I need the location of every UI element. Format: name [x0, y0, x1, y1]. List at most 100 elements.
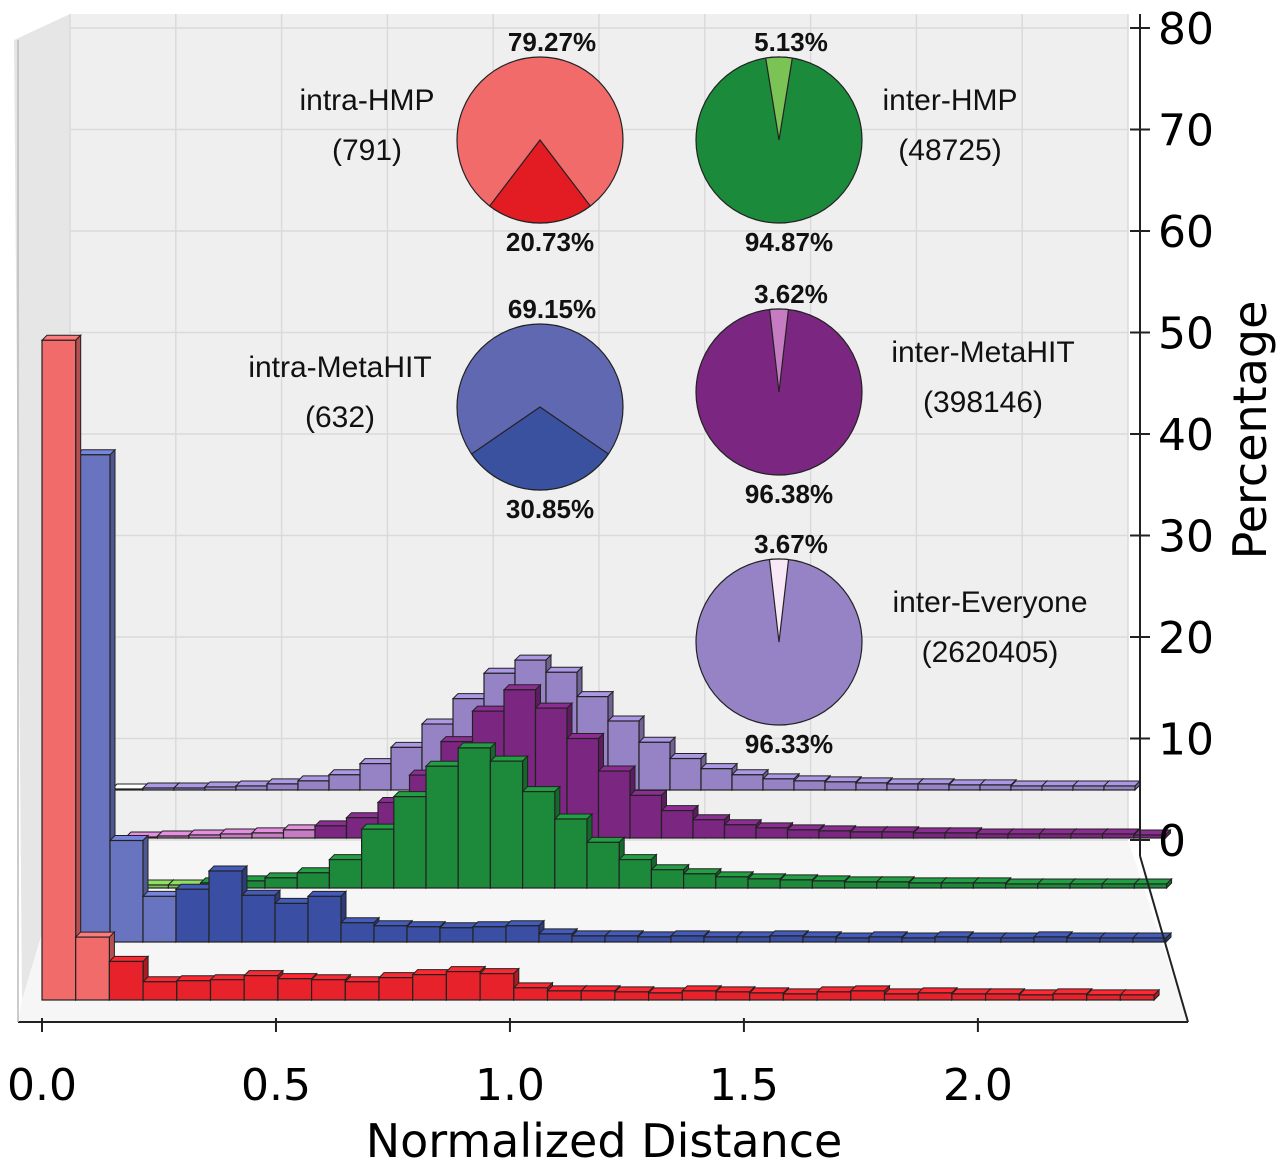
bar: [647, 992, 683, 1001]
bar-top: [603, 930, 645, 937]
bar: [111, 788, 144, 791]
bar: [1101, 883, 1135, 889]
bar: [881, 831, 915, 839]
y-tick-label: 70: [1158, 106, 1214, 157]
bar: [876, 881, 910, 889]
bar: [755, 827, 789, 839]
bar: [1000, 937, 1035, 943]
bar-top: [570, 930, 612, 937]
bar-top: [746, 873, 787, 880]
bar: [835, 937, 870, 943]
chart-bars: [40, 334, 1173, 1002]
bar: [142, 787, 175, 791]
bar: [816, 991, 852, 1001]
pie-name-label: intra-HMP: [299, 84, 434, 117]
bar-top: [108, 955, 150, 962]
bar-top: [637, 736, 677, 743]
bar: [176, 980, 212, 1001]
bar: [208, 870, 243, 943]
y-tick-label: 0: [1158, 816, 1186, 867]
bar-top: [613, 986, 655, 993]
bar: [984, 993, 1020, 1001]
bar-top: [207, 865, 249, 872]
bar-top: [1102, 780, 1142, 787]
bar-top: [502, 684, 542, 691]
bar-top: [411, 969, 453, 976]
bar-top: [1009, 780, 1049, 787]
bar-top: [761, 773, 801, 780]
bar: [1010, 785, 1043, 791]
bar: [597, 770, 631, 839]
bar-top: [699, 763, 739, 770]
bar-top: [405, 921, 447, 928]
y-tick-label: 40: [1158, 410, 1214, 461]
bar: [731, 774, 764, 791]
bar-top: [108, 835, 150, 841]
bar: [908, 882, 942, 889]
pie-count-label: (48725): [898, 134, 1001, 167]
pie-inter-Everyone: 3.67% 96.33% inter-Everyone (2620405): [695, 529, 1088, 759]
bar: [855, 782, 888, 791]
bar: [282, 829, 316, 839]
bar: [266, 783, 299, 791]
bar: [723, 824, 757, 839]
pie-slice: [470, 406, 610, 491]
bar-top: [273, 897, 315, 904]
bar-top: [1051, 988, 1093, 995]
bar: [580, 990, 616, 1001]
pie-intra-HMP: 79.27% 20.73% intra-HMP (791): [299, 27, 624, 257]
bar-top: [242, 970, 285, 977]
bar-top: [691, 814, 731, 821]
bar: [747, 878, 781, 889]
bar: [979, 784, 1012, 791]
bar: [204, 786, 237, 791]
pie-slice: [764, 56, 794, 141]
bar-top: [849, 985, 891, 992]
bar-top: [714, 871, 755, 878]
bar-top: [1032, 931, 1074, 938]
bar-top: [947, 779, 987, 786]
bar: [811, 880, 846, 889]
bar: [818, 830, 852, 839]
pie-count-label: (791): [332, 134, 402, 167]
bar: [912, 832, 946, 839]
bar-series-intra-MetaHIT: [75, 448, 1173, 944]
bar-top: [907, 877, 948, 884]
bar-top: [811, 875, 851, 882]
pie-slice: [768, 558, 790, 643]
bar: [296, 872, 331, 889]
bar: [682, 873, 717, 889]
bar-series-inter-HMP: [102, 741, 1173, 890]
bar-top: [660, 805, 700, 812]
bar-top: [1006, 828, 1046, 835]
bar: [142, 981, 178, 1001]
bar: [1052, 993, 1088, 1001]
bar: [692, 819, 726, 839]
bar-top: [702, 931, 744, 938]
bar: [1119, 994, 1155, 1001]
bar: [1070, 833, 1104, 839]
bar: [1133, 883, 1168, 889]
pie-count-label: (632): [305, 401, 375, 434]
bar-top: [537, 928, 579, 935]
bar: [173, 787, 206, 791]
bar: [769, 935, 804, 943]
bar: [393, 796, 427, 889]
bar: [359, 763, 392, 791]
chart-pies: 79.27% 20.73% intra-HMP (791) 5.13% 94.87% int…: [248, 27, 1087, 759]
bar-top: [553, 813, 594, 820]
bar-top: [344, 976, 386, 983]
pie-count-label: (398146): [923, 386, 1043, 419]
pie-inter-MetaHIT: 3.62% 96.38% inter-MetaHIT (398146): [695, 279, 1075, 509]
bar-top: [597, 765, 637, 772]
bar: [1132, 937, 1167, 943]
bar: [479, 973, 515, 1001]
bar-top: [534, 702, 574, 709]
bar: [406, 926, 441, 943]
bar: [586, 841, 620, 889]
bar: [762, 778, 795, 791]
bar-top: [1036, 878, 1077, 885]
pie-slice: [488, 139, 592, 224]
bar: [681, 990, 717, 1001]
